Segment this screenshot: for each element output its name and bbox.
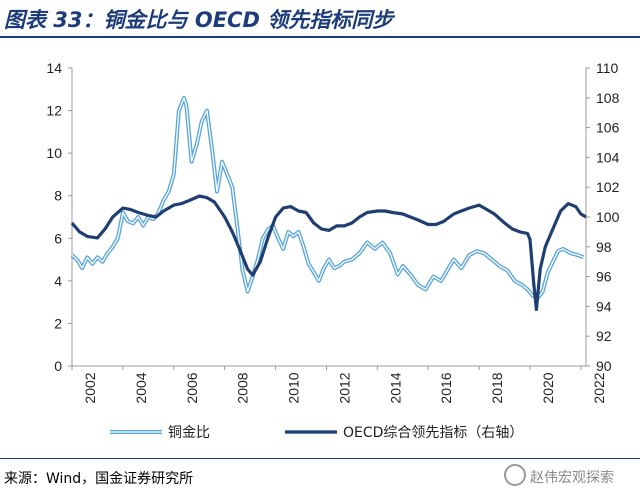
copper-gold-ratio-line — [70, 95, 585, 300]
x-tick-label: 2008 — [235, 372, 251, 403]
source-divider — [0, 458, 640, 459]
title-divider — [0, 36, 640, 38]
chart-title: 图表 33：铜金比与 OECD 领先指标同步 — [4, 8, 394, 32]
y-left-tick-label: 14 — [46, 60, 62, 76]
title-bar: 图表 33：铜金比与 OECD 领先指标同步 — [0, 0, 640, 34]
y-right-tick-label: 94 — [596, 298, 612, 314]
y-right-tick-label: 96 — [596, 269, 612, 285]
x-tick-label: 2016 — [438, 372, 454, 403]
x-tick-label: 2002 — [82, 372, 98, 403]
x-tick-label: 2014 — [387, 372, 403, 403]
legend: 铜金比 OECD综合领先指标（右轴） — [110, 425, 523, 441]
y-right-tick-label: 102 — [596, 179, 620, 195]
oecd-cli-line — [70, 194, 587, 311]
y-right-tick-label: 90 — [596, 358, 612, 374]
y-left-tick-label: 0 — [54, 358, 62, 374]
series-layer — [70, 95, 587, 311]
y-right-tick-label: 106 — [596, 120, 620, 136]
y-left-tick-label: 12 — [46, 103, 62, 119]
copper-gold-ratio-line-inner — [71, 97, 584, 299]
y-right-tick-label: 104 — [596, 149, 620, 165]
x-tick-label: 2006 — [184, 372, 200, 403]
x-tick-label: 2022 — [591, 372, 607, 403]
x-tick-label: 2018 — [489, 372, 505, 403]
y-left-tick-label: 6 — [54, 230, 62, 246]
y-left-tick-label: 4 — [54, 273, 62, 289]
x-tick-label: 2004 — [133, 372, 149, 403]
y-right-tick-label: 110 — [596, 60, 619, 76]
legend-label-oecd-cli: OECD综合领先指标（右轴） — [343, 425, 523, 441]
x-tick-label: 2010 — [286, 372, 302, 403]
y-right-tick-label: 100 — [596, 209, 620, 225]
y-right-tick-label: 108 — [596, 90, 620, 106]
x-tick-label: 2020 — [540, 372, 556, 403]
legend-label-copper-gold-ratio: 铜金比 — [168, 425, 210, 441]
x-tick-label: 2012 — [336, 372, 352, 403]
y-right-tick-label: 98 — [596, 239, 612, 255]
wechat-icon — [504, 464, 526, 486]
watermark: 赵伟宏观探索 — [498, 462, 638, 492]
y-left-tick-label: 8 — [54, 188, 62, 204]
chart: 0 2 4 6 8 10 12 14 90 92 94 96 98 100 102 104 106 108 110 2… — [46, 60, 619, 441]
y-left-tick-label: 10 — [46, 145, 62, 161]
y-right-tick-label: 92 — [596, 328, 612, 344]
source-note: 来源：Wind，国金证券研究所 — [4, 471, 194, 487]
watermark-text: 赵伟宏观探索 — [530, 470, 614, 486]
y-left-tick-label: 2 — [54, 315, 62, 331]
axes: 0 2 4 6 8 10 12 14 90 92 94 96 98 100 102 104 106 108 110 2… — [46, 60, 619, 404]
